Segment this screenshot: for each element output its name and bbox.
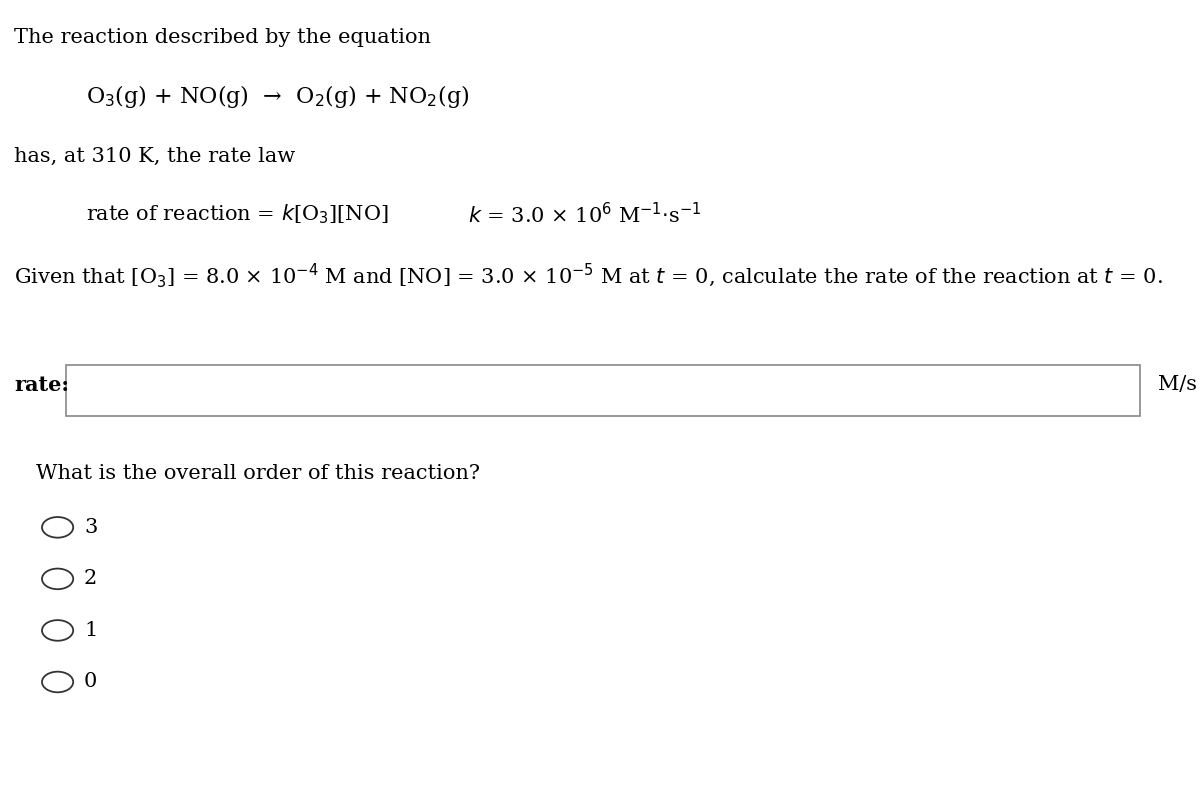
Text: 0: 0 [84,672,97,691]
Text: rate:: rate: [14,374,70,395]
Text: Given that [O$_3$] = 8.0 × 10$^{-4}$ M and [NO] = 3.0 × 10$^{-5}$ M at $t$ = 0, : Given that [O$_3$] = 8.0 × 10$^{-4}$ M a… [14,262,1163,290]
Text: O$_3$(g) + NO(g)  →  O$_2$(g) + NO$_2$(g): O$_3$(g) + NO(g) → O$_2$(g) + NO$_2$(g) [86,83,469,110]
Text: rate of reaction = $k$[O$_3$][NO]: rate of reaction = $k$[O$_3$][NO] [86,202,389,226]
Text: What is the overall order of this reaction?: What is the overall order of this reacti… [36,464,480,483]
Text: 1: 1 [84,621,97,640]
Text: The reaction described by the equation: The reaction described by the equation [14,28,432,47]
Text: $k$ = 3.0 × 10$^6$ M$^{-1}$$\cdot$s$^{-1}$: $k$ = 3.0 × 10$^6$ M$^{-1}$$\cdot$s$^{-1… [468,202,702,228]
Text: has, at 310 K, the rate law: has, at 310 K, the rate law [14,147,295,166]
Text: 3: 3 [84,518,97,537]
Text: M/s: M/s [1158,375,1198,394]
Text: 2: 2 [84,569,97,588]
